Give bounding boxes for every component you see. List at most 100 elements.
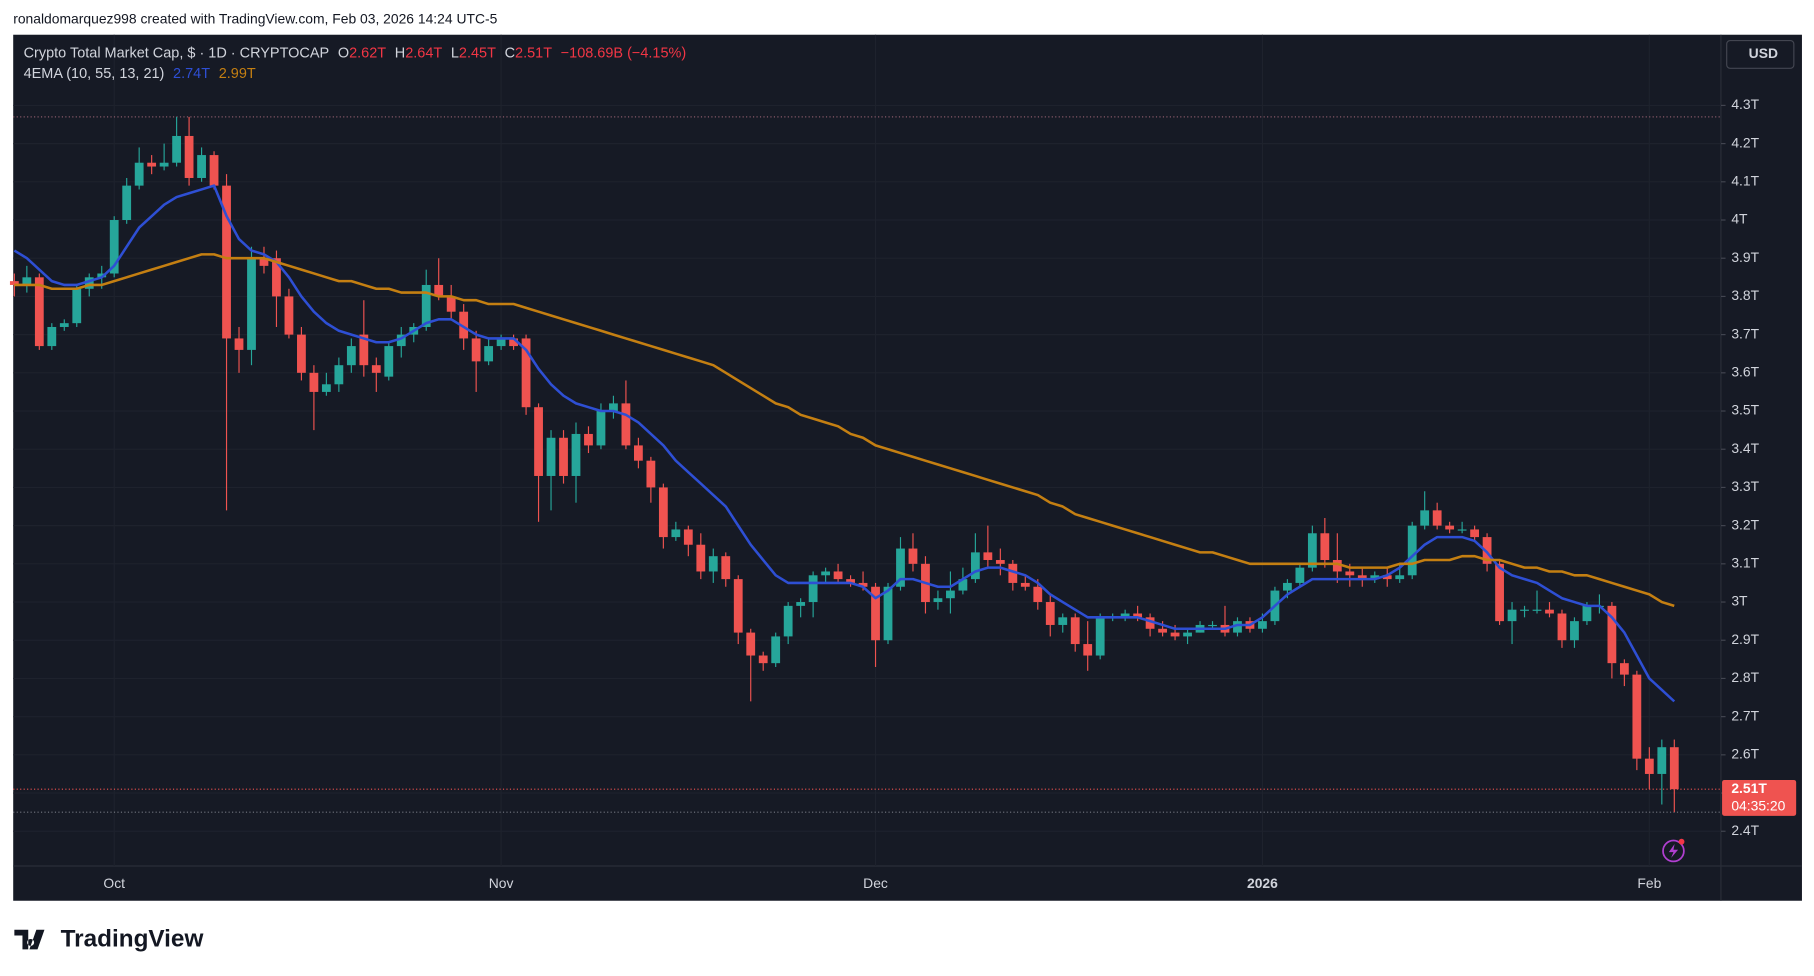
x-tick-label: Nov	[489, 875, 514, 891]
candle-body	[1445, 525, 1455, 530]
y-tick-label: 2.8T	[1731, 669, 1759, 685]
ohlc-key: H	[395, 45, 405, 61]
candle-body	[658, 487, 668, 538]
candle-body	[808, 575, 818, 603]
candle-body	[1520, 609, 1529, 611]
chart-header: Crypto Total Market Cap, $ · 1D · CRYPTO…	[24, 45, 687, 61]
y-tick-label: 3.8T	[1731, 287, 1759, 303]
candle-body	[247, 258, 256, 350]
candle-body	[59, 323, 69, 327]
candle-body	[995, 560, 1005, 564]
candle-body	[1295, 567, 1305, 583]
ohlc-key: O	[338, 45, 349, 61]
y-tick-label: 3.9T	[1731, 249, 1759, 265]
ohlc-key: L	[451, 45, 459, 61]
candle-body	[346, 346, 356, 366]
candle-body	[946, 590, 955, 599]
y-tick-label: 2.6T	[1731, 746, 1759, 762]
candle-body	[633, 445, 643, 461]
currency-box[interactable]	[1726, 39, 1795, 69]
candle-body	[596, 411, 606, 446]
symbol: Crypto Total Market Cap, $ · 1D · CRYPTO…	[24, 45, 330, 61]
candle-body	[821, 571, 831, 576]
y-tick-label: 3.4T	[1731, 440, 1759, 456]
candle-body	[234, 338, 244, 350]
candle-body	[746, 632, 756, 656]
candle-body	[559, 437, 568, 476]
y-tick-label: 3.6T	[1731, 363, 1759, 379]
candle-body	[846, 579, 855, 583]
candle-body	[1183, 632, 1192, 637]
indicator-name: 4EMA (10, 55, 13, 21)	[24, 66, 165, 82]
candle-body	[683, 529, 693, 545]
candle-body	[1258, 621, 1267, 629]
candle-body	[1395, 575, 1405, 580]
indicator-value: 2.74T	[173, 66, 210, 82]
candle-body	[933, 598, 943, 603]
candle-body	[584, 433, 593, 446]
candle-body	[1582, 605, 1592, 622]
ohlc-key: C	[505, 45, 515, 61]
candle-body	[509, 338, 518, 347]
candle-body	[334, 365, 344, 385]
candle-body	[1133, 613, 1143, 618]
candle-body	[970, 552, 980, 580]
candle-body	[1208, 624, 1217, 627]
candle-body	[1170, 632, 1180, 637]
candle-body	[983, 552, 993, 561]
candle-body	[1420, 510, 1430, 526]
x-tick-label: 2026	[1247, 875, 1278, 891]
candle-body	[1020, 582, 1030, 587]
indicator-value: 2.99T	[219, 66, 256, 82]
candle-body	[1370, 575, 1380, 580]
candle-body	[1158, 628, 1167, 633]
candle-body	[1607, 605, 1617, 664]
candle-body	[609, 403, 618, 412]
candle-body	[1145, 617, 1155, 629]
labels: 2.4T2.5T2.6T2.7T2.8T2.9T3T3.1T3.2T3.3T3.…	[103, 96, 1797, 891]
candle-body	[1095, 617, 1105, 656]
currency: USD	[1749, 45, 1778, 61]
ohlc-value: 2.62T	[349, 45, 386, 61]
y-tick-label: 2.4T	[1731, 822, 1759, 838]
ohlc-value: 2.45T	[459, 45, 496, 61]
candle-body	[384, 346, 394, 377]
candle-body	[484, 346, 494, 362]
candle-body	[571, 433, 581, 476]
candle-body	[446, 296, 456, 312]
candle-body	[1033, 586, 1043, 603]
candle-body	[72, 288, 82, 324]
candle-body	[1058, 617, 1068, 625]
brand: TradingView	[61, 926, 204, 953]
change: −108.69B (−4.15%)	[561, 45, 687, 61]
candle-body	[1070, 617, 1080, 645]
candle-body	[396, 334, 406, 347]
y-tick-label: 4.3T	[1731, 96, 1759, 112]
y-tick-label: 2.9T	[1731, 631, 1759, 647]
y-tick-label: 3.5T	[1731, 402, 1759, 418]
candle-body	[546, 437, 556, 476]
candle-body	[496, 338, 506, 347]
candle-body	[1557, 613, 1567, 641]
candle-body	[708, 556, 718, 572]
candle-body	[796, 602, 806, 606]
candle-body	[1282, 582, 1292, 591]
candle-body	[1470, 529, 1480, 538]
x-tick-label: Feb	[1637, 875, 1661, 891]
candle-body	[97, 273, 107, 278]
candle-body	[1482, 537, 1492, 564]
lightning-icon[interactable]	[1662, 838, 1685, 863]
candle-body	[958, 579, 968, 591]
y-tick-label: 3.7T	[1731, 325, 1759, 341]
x-tick-label: Dec	[863, 875, 888, 891]
candle-body	[309, 372, 319, 392]
candle-body	[459, 311, 469, 339]
candle-body	[9, 281, 19, 285]
candle-body	[833, 571, 843, 580]
candle-body	[259, 258, 269, 266]
last-price-label: 2.51T	[1731, 780, 1767, 796]
candle-body	[47, 326, 57, 347]
candle-body	[34, 277, 44, 347]
candle-body	[1619, 663, 1629, 675]
